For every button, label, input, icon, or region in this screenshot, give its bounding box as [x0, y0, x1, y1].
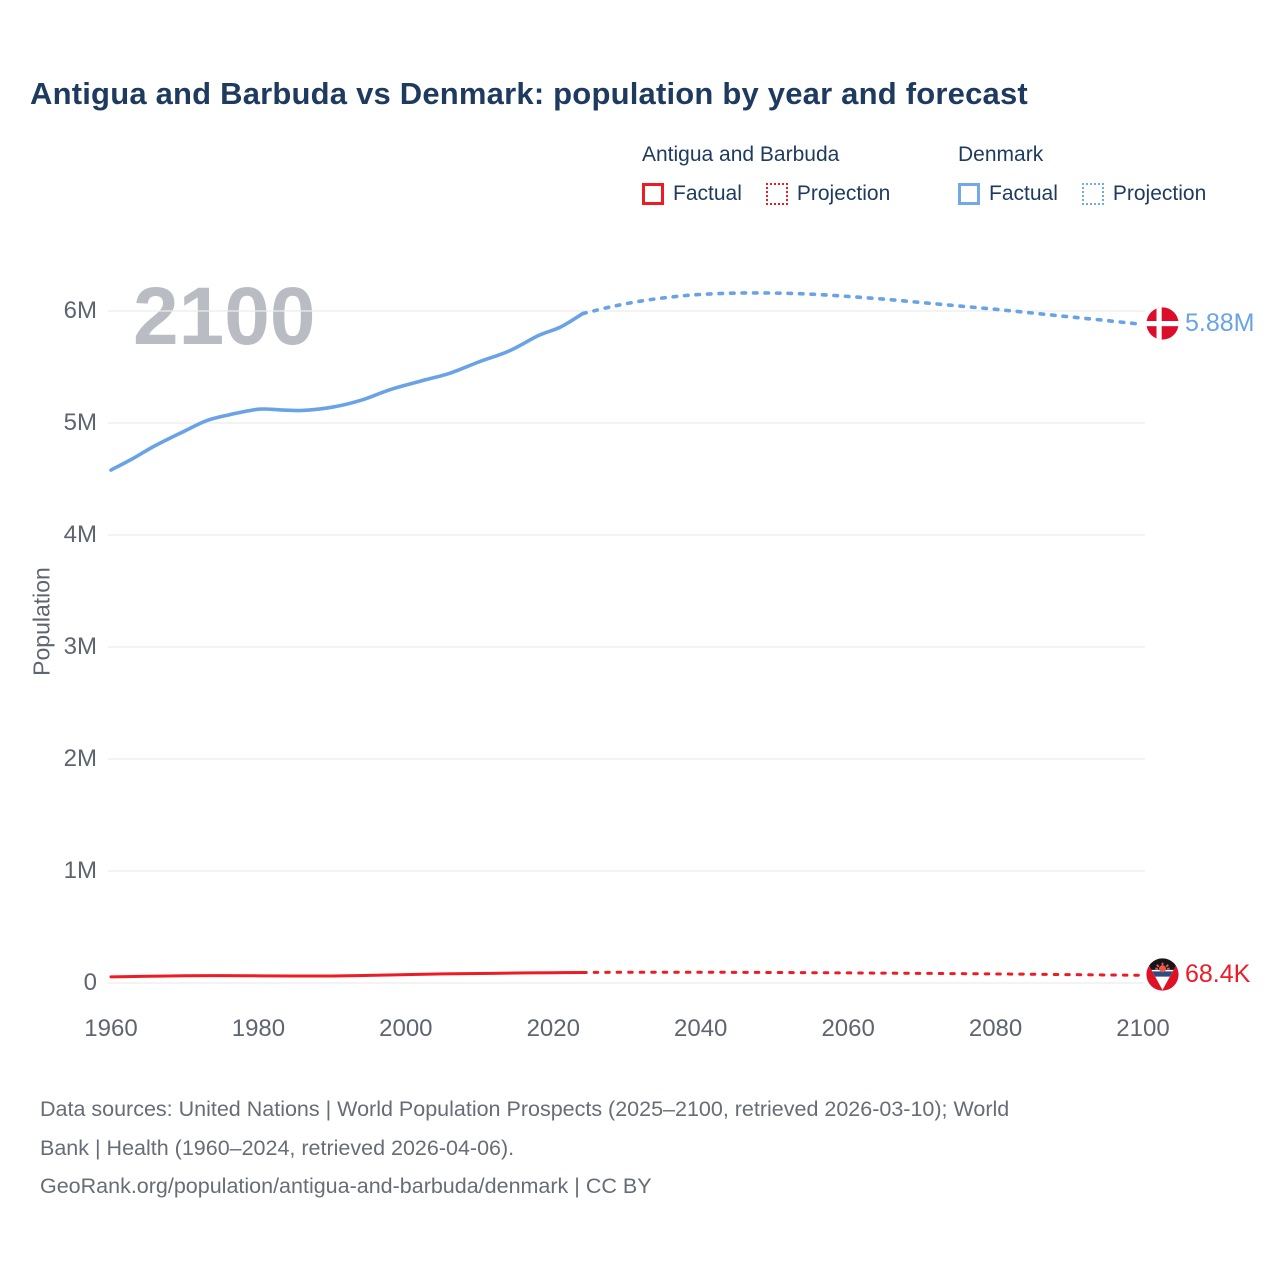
- x-axis-tick-label: 2040: [674, 1015, 728, 1042]
- x-axis-tick-label: 2020: [526, 1015, 580, 1042]
- y-axis-tick-label: 1M: [63, 857, 97, 884]
- x-axis-tick-label: 2060: [821, 1015, 875, 1042]
- antigua-and-barbuda-factual-line: [109, 970, 585, 979]
- antigua-and-barbuda-end-label: 68.4K: [1146, 958, 1250, 991]
- x-axis-tick-label: 2080: [968, 1015, 1023, 1042]
- denmark-factual-line: [109, 311, 585, 472]
- legend-item-antigua-factual[interactable]: Factual: [642, 182, 742, 206]
- antigua-and-barbuda-flag-icon: [1146, 958, 1179, 991]
- denmark-end-value: 5.88M: [1185, 309, 1255, 337]
- footer: Data sources: United Nations | World Pop…: [40, 1090, 1230, 1206]
- year-watermark: 2100: [133, 271, 316, 362]
- footer-attribution-link[interactable]: GeoRank.org/population/antigua-and-barbu…: [40, 1174, 652, 1198]
- legend-group-antigua-and-barbuda: Antigua and Barbuda Factual Projection: [642, 143, 914, 206]
- x-axis-tick-label: 1980: [231, 1015, 286, 1042]
- x-axis-tick-label: 1960: [84, 1015, 138, 1042]
- denmark-end-label: 5.88M: [1146, 307, 1254, 340]
- denmark-projection-line: [580, 291, 1145, 327]
- y-axis-tick-label: 0: [83, 969, 97, 996]
- legend-item-label: Factual: [989, 182, 1058, 205]
- x-axis-tick-label: 2000: [379, 1015, 433, 1042]
- footer-data-sources-line-1: Data sources: United Nations | World Pop…: [40, 1097, 1010, 1121]
- solid-red-swatch-icon: [642, 183, 664, 205]
- y-axis-tick-label: 2M: [63, 745, 97, 772]
- y-axis-tick-label: 5M: [63, 409, 97, 436]
- denmark-flag-icon: [1146, 307, 1179, 340]
- legend-item-denmark-projection[interactable]: Projection: [1081, 182, 1207, 206]
- legend-group-denmark: Denmark Factual Projection: [958, 143, 1230, 206]
- y-axis-tick-label: 6M: [63, 297, 97, 324]
- antigua-and-barbuda-projection-line: [581, 970, 1145, 977]
- dotted-blue-swatch-icon: [1081, 183, 1104, 205]
- legend-group-name: Denmark: [958, 143, 1044, 166]
- footer-data-sources-line-2: Bank | Health (1960–2024, retrieved 2026…: [40, 1135, 515, 1160]
- legend-item-denmark-factual[interactable]: Factual: [958, 182, 1058, 206]
- antigua-and-barbuda-end-value: 68.4K: [1185, 960, 1251, 988]
- legend-item-label: Projection: [1112, 182, 1207, 205]
- dotted-red-swatch-icon: [765, 183, 788, 205]
- x-axis-tick-label: 2100: [1116, 1015, 1170, 1042]
- legend-item-antigua-projection[interactable]: Projection: [765, 182, 891, 206]
- page-title: Antigua and Barbuda vs Denmark: populati…: [30, 76, 1028, 111]
- y-axis-tick-label: 4M: [63, 521, 97, 548]
- legend-item-label: Factual: [673, 182, 742, 205]
- y-axis-tick-label: 3M: [63, 633, 97, 660]
- solid-blue-swatch-icon: [958, 183, 980, 205]
- legend-item-label: Projection: [796, 182, 891, 205]
- legend-group-name: Antigua and Barbuda: [642, 143, 840, 166]
